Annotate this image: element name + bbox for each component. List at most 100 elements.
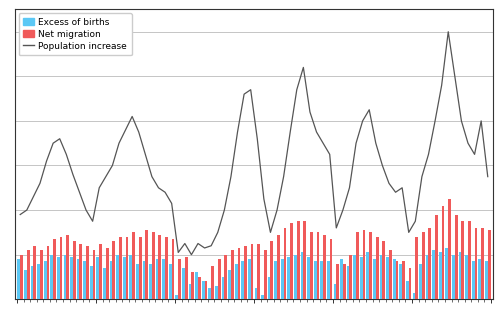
Bar [136,264,139,299]
Bar [116,255,119,299]
Bar [238,248,240,299]
Bar [367,252,369,299]
Bar [106,248,109,299]
Bar [435,215,438,299]
Bar [360,257,363,299]
Bar [211,266,214,299]
Bar [310,232,313,299]
Bar [50,255,53,299]
Bar [426,255,428,299]
Bar [330,239,333,299]
Bar [149,264,152,299]
Bar [393,259,395,299]
Bar [402,261,405,299]
Bar [399,264,402,299]
Bar [169,264,172,299]
Bar [475,228,478,299]
Bar [290,223,293,299]
Bar [472,261,475,299]
Bar [70,257,73,299]
Bar [307,257,310,299]
Bar [395,261,398,299]
Bar [83,261,86,299]
Bar [125,237,128,299]
Bar [60,237,62,299]
Bar [356,232,359,299]
Legend: Excess of births, Net migration, Population increase: Excess of births, Net migration, Populat… [18,13,131,55]
Bar [20,255,23,299]
Bar [113,241,115,299]
Bar [17,259,20,299]
Bar [340,259,343,299]
Bar [182,268,185,299]
Bar [129,255,132,299]
Bar [66,235,69,299]
Bar [165,237,168,299]
Bar [327,261,330,299]
Bar [248,259,250,299]
Bar [301,252,303,299]
Bar [156,259,158,299]
Bar [119,237,122,299]
Bar [191,272,194,299]
Bar [485,261,488,299]
Bar [162,259,165,299]
Bar [33,246,36,299]
Bar [110,261,113,299]
Bar [294,255,297,299]
Bar [376,237,378,299]
Bar [37,264,40,299]
Bar [244,246,247,299]
Bar [412,293,415,299]
Bar [53,239,56,299]
Bar [281,259,284,299]
Bar [158,235,161,299]
Bar [284,228,286,299]
Bar [198,277,201,299]
Bar [488,230,491,299]
Bar [270,241,273,299]
Bar [479,259,481,299]
Bar [24,270,27,299]
Bar [386,257,389,299]
Bar [77,259,80,299]
Bar [382,241,385,299]
Bar [320,261,323,299]
Bar [97,257,99,299]
Bar [224,255,227,299]
Bar [432,250,435,299]
Bar [334,284,336,299]
Bar [172,239,174,299]
Bar [452,255,455,299]
Bar [369,232,372,299]
Bar [303,221,306,299]
Bar [139,237,141,299]
Bar [132,232,135,299]
Bar [208,288,211,299]
Bar [40,250,43,299]
Bar [46,246,49,299]
Bar [228,270,231,299]
Bar [27,250,29,299]
Bar [406,281,409,299]
Bar [347,266,350,299]
Bar [353,255,356,299]
Bar [242,261,244,299]
Bar [145,230,148,299]
Bar [99,243,102,299]
Bar [218,259,221,299]
Bar [257,243,260,299]
Bar [93,250,96,299]
Bar [297,221,300,299]
Bar [195,272,198,299]
Bar [409,268,411,299]
Bar [73,241,76,299]
Bar [448,199,451,299]
Bar [428,228,431,299]
Bar [468,221,471,299]
Bar [64,255,66,299]
Bar [57,257,60,299]
Bar [90,266,93,299]
Bar [419,264,422,299]
Bar [274,261,277,299]
